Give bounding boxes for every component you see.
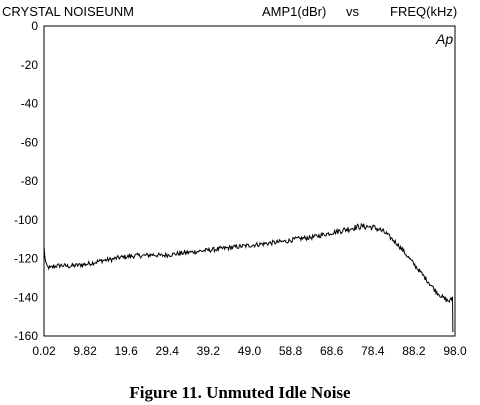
x-tick-label: 19.6	[114, 344, 138, 358]
header-freq-label: FREQ(kHz)	[390, 4, 457, 19]
y-tick-label: -20	[21, 58, 39, 72]
y-tick-label: -100	[14, 213, 38, 227]
x-tick-label: 88.2	[402, 344, 426, 358]
plot-frame	[43, 25, 456, 337]
ap-logo: Ap	[435, 31, 453, 47]
x-tick-label: 98.0	[443, 344, 467, 358]
y-tick-label: 0	[31, 19, 38, 33]
x-tick-label: 39.2	[197, 344, 221, 358]
x-tick-label: 9.82	[73, 344, 97, 358]
x-tick-label: 0.02	[32, 344, 56, 358]
x-axis-ticks: 0.02 9.82 19.6 29.4 39.2 49.0 58.8 68.6 78.4 88.2…	[32, 344, 467, 358]
noise-series-line	[43, 222, 454, 333]
header-title: CRYSTAL NOISEUNM	[2, 4, 134, 19]
y-axis-ticks: 0 -20 -40 -60 -80 -100 -120 -140 -160	[14, 19, 38, 343]
figure-caption: Figure 11. Unmuted Idle Noise	[129, 383, 351, 402]
x-tick-label: 29.4	[156, 344, 180, 358]
x-tick-label: 78.4	[361, 344, 385, 358]
x-tick-label: 68.6	[320, 344, 344, 358]
x-tick-label: 58.8	[279, 344, 303, 358]
y-tick-label: -140	[14, 290, 38, 304]
x-tick-label: 49.0	[238, 344, 262, 358]
y-tick-label: -120	[14, 252, 38, 266]
y-tick-label: -60	[21, 135, 39, 149]
header-vs-label: vs	[346, 4, 360, 19]
y-tick-label: -160	[14, 329, 38, 343]
y-tick-label: -80	[21, 174, 39, 188]
header-amp-label: AMP1(dBr)	[262, 4, 326, 19]
y-tick-label: -40	[21, 97, 39, 111]
